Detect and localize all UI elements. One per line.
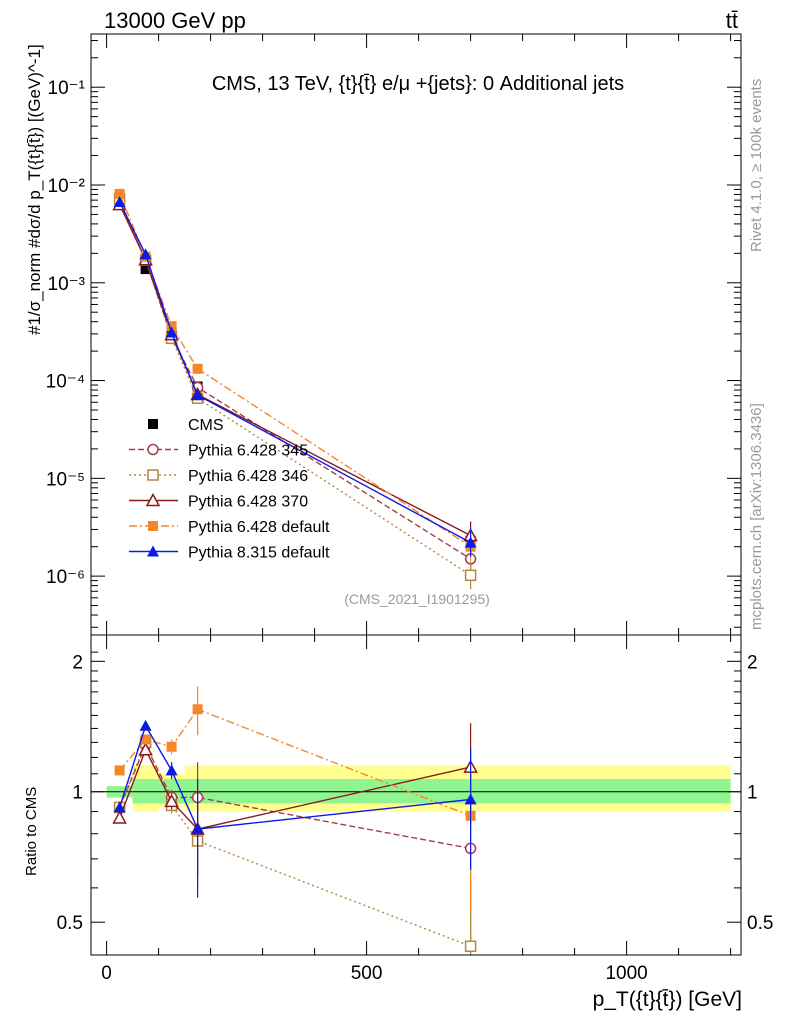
ratio-y-tick-label-right: 1 (747, 783, 758, 804)
data-point (191, 389, 204, 401)
ratio-point (191, 823, 204, 835)
x-tick-label: 1000 (605, 963, 647, 984)
main-y-tick-label: 10⁻⁵ (46, 469, 85, 490)
legend-entry-pythia-6-428-345: Pythia 6.428 345 (129, 443, 308, 460)
data-point (464, 536, 477, 548)
legend-marker (147, 469, 159, 481)
ratio-y-tick-label: 0.5 (57, 913, 83, 934)
legend-label: Pythia 6.428 default (188, 519, 330, 536)
site-label: mcplots.cern.ch [arXiv:1306.3436] (748, 403, 765, 630)
legend-label: Pythia 8.315 default (188, 545, 330, 562)
ratio-point (114, 765, 125, 776)
ratio-frame (90, 634, 742, 956)
legend-entry-pythia-6-428-370: Pythia 6.428 370 (129, 492, 308, 511)
ratio-point (112, 810, 127, 824)
ratio-y-tick-label-right: 0.5 (747, 913, 773, 934)
legend-entry-cms: CMS (148, 417, 224, 434)
ratio-point (140, 734, 151, 745)
legend-label: Pythia 6.428 345 (188, 443, 308, 460)
ratio-point (138, 742, 153, 756)
series-line (118, 201, 471, 544)
series-line (118, 193, 471, 548)
main-panel: CMS, 13 TeV, {t}{t̄} e/μ +{jets}: 0 Addi… (46, 34, 741, 635)
legend-entry-pythia-8-315-default: Pythia 8.315 default (129, 545, 330, 562)
data-point (192, 363, 203, 374)
data-point (139, 248, 152, 260)
legend: CMS Pythia 6.428 345 Pythia 6.428 346 Pythi… (129, 417, 330, 562)
ratio-y-tick-label-right: 2 (747, 652, 758, 673)
ratio-point (164, 793, 179, 808)
data-point (114, 188, 125, 199)
legend-label: Pythia 6.428 346 (188, 468, 308, 485)
ratio-point (165, 764, 178, 776)
ratio-y-tick-label: 1 (72, 783, 83, 804)
ratio-point (139, 719, 152, 731)
rivet-label: Rivet 4.1.0, ≥ 100k events (748, 79, 765, 252)
legend-entry-pythia-6-428-default: Pythia 6.428 default (129, 519, 330, 536)
ratio-point (464, 793, 477, 805)
data-point (166, 321, 177, 332)
chart-title: CMS, 13 TeV, {t}{t̄} e/μ +{jets}: 0 Addi… (212, 73, 624, 95)
main-y-tick-label: 10⁻³ (48, 274, 86, 295)
data-point (140, 264, 151, 275)
ratio-y-tick-label: 2 (72, 652, 83, 673)
data-point (113, 195, 126, 207)
ratio-point (166, 741, 177, 752)
ratio-point (113, 801, 126, 813)
legend-marker (147, 545, 159, 557)
stat-uncertainty-band (132, 779, 731, 804)
data-point (165, 326, 178, 338)
analysis-id: (CMS_2021_I1901295) (344, 591, 490, 607)
x-tick-label: 500 (351, 963, 383, 984)
main-y-axis-label: #1/σ_norm #dσ/d p_T({t}{t̄}) [(GeV)^-1] (25, 44, 44, 335)
series-pythia-8-315-default (113, 195, 477, 557)
process-label: tt̄ (726, 8, 738, 33)
legend-label: Pythia 6.428 370 (188, 494, 308, 511)
ratio-panel: 0.5 0.5 1 1 2 2 0 500 1000 (57, 635, 773, 984)
main-y-tick-label: 10⁻¹ (48, 78, 86, 99)
energy-label: 13000 GeV pp (104, 8, 246, 33)
legend-marker (148, 419, 158, 429)
legend-entry-pythia-6-428-346: Pythia 6.428 346 (129, 468, 308, 485)
x-tick-label: 0 (101, 963, 112, 984)
main-y-tick-label: 10⁻⁴ (46, 372, 85, 393)
legend-label: CMS (188, 417, 224, 434)
ratio-y-axis-label: Ratio to CMS (23, 787, 40, 876)
main-y-tick-label: 10⁻⁶ (46, 567, 85, 588)
x-axis-label: p_T({t}{t̄}) [GeV] (593, 988, 742, 1011)
ratio-line (118, 740, 471, 947)
ratio-point (464, 940, 477, 952)
ratio-point (192, 704, 203, 715)
series-line (118, 204, 471, 537)
main-y-tick-label: 10⁻² (48, 176, 86, 197)
legend-marker (145, 492, 161, 507)
legend-marker (147, 443, 159, 456)
data-point (464, 569, 477, 582)
legend-marker (148, 521, 158, 531)
ratio-line (118, 743, 471, 850)
ratio-series-pythia-8-315-default (113, 719, 477, 898)
